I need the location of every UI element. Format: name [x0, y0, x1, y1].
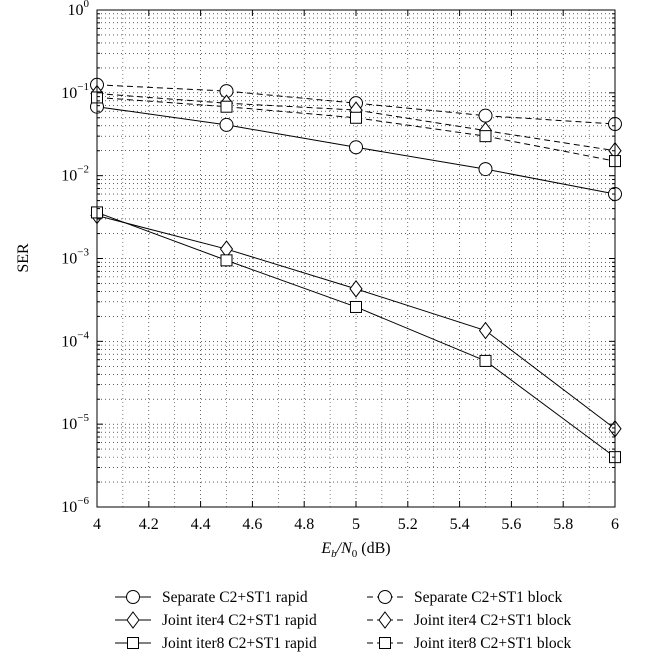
data-point-circle — [478, 162, 493, 177]
legend-label: Joint iter8 C2+ST1 block — [414, 635, 572, 652]
data-point-square — [479, 354, 492, 367]
y-tick-label: 10−5 — [61, 412, 89, 433]
series-line — [96, 84, 616, 125]
legend-label: Joint iter8 C2+ST1 rapid — [162, 635, 317, 652]
x-tick-label: 5 — [352, 516, 360, 533]
y-tick-labels: 10−6 10−5 10−4 10−3 10−2 10−1 100 — [61, 0, 89, 516]
y-tick-label: 10−6 — [61, 495, 89, 516]
grid — [97, 10, 615, 507]
legend: Separate C2+ST1 rapid Joint iter4 C2+ST1 … — [115, 589, 572, 652]
x-tick-label: 4.6 — [242, 516, 262, 533]
x-tick-labels: 4 4.2 4.4 4.6 4.8 5 5.2 5.4 5.6 5.8 6 — [93, 516, 619, 533]
x-tick-label: 4.4 — [191, 516, 211, 533]
data-point-diamond — [349, 280, 363, 298]
y-tick-label: 100 — [68, 0, 90, 19]
data-point-circle — [219, 117, 234, 132]
legend-label: Separate C2+ST1 rapid — [162, 589, 308, 606]
data-point-square — [350, 111, 362, 124]
x-tick-label: 6 — [611, 516, 619, 533]
x-tick-label: 4.8 — [294, 516, 314, 533]
series-line — [96, 93, 616, 152]
x-tick-label: 5.2 — [398, 516, 418, 533]
x-tick-label: 5.4 — [450, 516, 470, 533]
data-point-circle — [349, 140, 363, 155]
series-line — [96, 96, 616, 162]
x-tick-label: 5.6 — [501, 516, 521, 533]
legend-marker-circle — [126, 590, 140, 604]
legend-marker-circle — [378, 590, 392, 604]
data-point-square — [479, 130, 492, 143]
axis-ticks — [96, 9, 616, 508]
y-tick-label: 10−2 — [61, 164, 89, 185]
y-tick-label: 10−1 — [61, 81, 89, 102]
data-point-square — [350, 300, 362, 313]
legend-marker-diamond — [378, 611, 392, 629]
x-tick-label: 5.8 — [553, 516, 573, 533]
data-point-square — [220, 100, 233, 113]
y-axis-label: SER — [15, 243, 32, 273]
x-tick-label: 4 — [93, 516, 101, 533]
y-tick-label: 10−4 — [61, 329, 89, 350]
legend-label: Separate C2+ST1 block — [414, 589, 562, 606]
legend-label: Joint iter4 C2+ST1 block — [414, 612, 572, 629]
y-tick-label: 10−3 — [61, 247, 89, 268]
data-point-circle — [478, 108, 493, 123]
legend-marker-square — [379, 637, 391, 649]
legend-marker-diamond — [126, 611, 140, 629]
legend-label: Joint iter4 C2+ST1 rapid — [162, 612, 317, 629]
data-point-square — [220, 254, 233, 267]
x-tick-label: 4.2 — [139, 516, 159, 533]
data-point-diamond — [478, 321, 493, 340]
x-axis-label: Eb/N0 (dB) — [320, 540, 390, 560]
legend-marker-square — [127, 637, 139, 649]
